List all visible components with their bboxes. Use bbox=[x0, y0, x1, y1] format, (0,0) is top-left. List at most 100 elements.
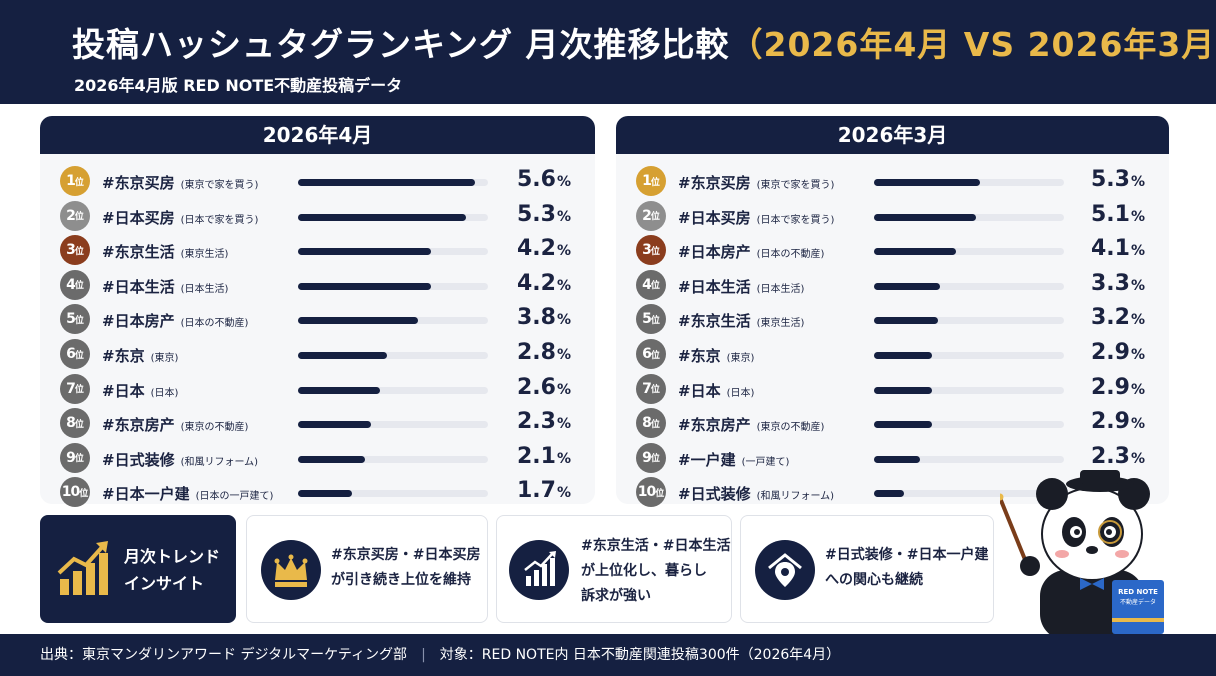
bar-track bbox=[298, 421, 488, 429]
percent-unit: % bbox=[1130, 312, 1145, 329]
hashtag-text: #东京 bbox=[102, 347, 145, 365]
hashtag-note: (日本の一戸建て) bbox=[195, 491, 274, 503]
title-accent: （2026年4月 VS 2026年3月） bbox=[729, 25, 1216, 64]
rank-number: 7 bbox=[66, 380, 76, 397]
hashtag-label: #日式装修 (和風リフォーム) bbox=[678, 483, 834, 504]
hashtag-text: #日本 bbox=[102, 381, 145, 400]
rank-suffix: 位 bbox=[79, 488, 89, 499]
percent-number: 3.8 bbox=[516, 305, 556, 331]
rank-suffix: 位 bbox=[74, 419, 84, 430]
bar-fill bbox=[298, 179, 475, 186]
hashtag-text: #日本 bbox=[678, 381, 721, 400]
rank-number: 3 bbox=[66, 242, 76, 259]
chart-up-icon bbox=[57, 541, 108, 595]
panda-mascot: RED NOTE 不動産データ bbox=[1000, 470, 1164, 634]
percent-unit: % bbox=[556, 485, 571, 502]
insight-text: #东京买房・#日本买房 が引き続き上位を維持 bbox=[331, 543, 480, 593]
hashtag-note: (日本生活) bbox=[180, 283, 229, 295]
rank-number: 5 bbox=[642, 311, 652, 328]
ranking-row: 4 位 #日本生活 (日本生活) 4.2% bbox=[40, 268, 595, 302]
bar-fill bbox=[874, 455, 920, 463]
bar-fill bbox=[298, 317, 418, 325]
hashtag-label: #日本 (日本) bbox=[102, 380, 178, 401]
percent-value: 5.3% bbox=[517, 202, 571, 227]
bar-fill bbox=[298, 352, 387, 359]
ranking-panel-april: 2026年4月 1 位 #东京买房 (東京で家を買う) 5.6% 2 位 #日本买房 (日本で家… bbox=[40, 116, 595, 508]
bar-track bbox=[874, 455, 1064, 463]
rank-suffix: 位 bbox=[650, 212, 660, 223]
ranking-row: 10 位 #日本一户建 (日本の一戸建て) 1.7% bbox=[40, 475, 595, 509]
rank-number: 1 bbox=[66, 173, 76, 189]
rank-number: 9 bbox=[642, 449, 652, 466]
ranking-row: 8 位 #东京房产 (東京の不動産) 2.3% bbox=[40, 406, 595, 440]
hashtag-note: (東京の不動産) bbox=[180, 422, 249, 434]
bar-track bbox=[874, 317, 1064, 325]
hashtag-label: #日本买房 (日本で家を買う) bbox=[678, 207, 834, 228]
rank-suffix: 位 bbox=[650, 177, 660, 188]
bar-track bbox=[298, 317, 488, 325]
percent-value: 2.8% bbox=[517, 340, 571, 365]
rank-number: 10 bbox=[61, 484, 81, 501]
hashtag-label: #日本房产 (日本の不動産) bbox=[678, 241, 824, 262]
page-title: 投稿ハッシュタグランキング 月次推移比較（2026年4月 VS 2026年3月） bbox=[72, 18, 1216, 66]
percent-value: 2.9% bbox=[1091, 409, 1145, 434]
hashtag-label: #日本买房 (日本で家を買う) bbox=[102, 207, 258, 228]
hashtag-label: #日本 (日本) bbox=[678, 380, 754, 401]
percent-number: 4.2 bbox=[516, 236, 556, 262]
rank-suffix: 位 bbox=[650, 350, 660, 361]
percent-value: 2.6% bbox=[517, 375, 571, 400]
title-text: 投稿ハッシュタグランキング 月次推移比較 bbox=[72, 25, 730, 64]
percent-number: 2.1 bbox=[516, 443, 556, 469]
hashtag-note: (日本で家を買う) bbox=[756, 214, 835, 226]
footer-target: 対象：RED NOTE内 日本不動産関連投稿300件（2026年4月） bbox=[439, 647, 841, 663]
hashtag-label: #东京生活 (東京生活) bbox=[678, 310, 804, 331]
percent-number: 5.6 bbox=[516, 167, 556, 192]
bar-fill bbox=[298, 490, 352, 498]
bar-track bbox=[298, 490, 488, 498]
percent-unit: % bbox=[556, 416, 571, 433]
bar-fill bbox=[298, 386, 380, 394]
percent-unit: % bbox=[556, 174, 571, 190]
bar-fill bbox=[874, 213, 976, 221]
bar-fill bbox=[874, 248, 956, 256]
ranking-row: 1 位 #东京买房 (東京で家を買う) 5.3% bbox=[616, 164, 1169, 198]
percent-number: 1.7 bbox=[516, 478, 556, 504]
percent-unit: % bbox=[556, 243, 571, 260]
percent-number: 5.1 bbox=[1090, 201, 1130, 227]
percent-value: 5.6% bbox=[517, 167, 571, 192]
hashtag-note: (日本生活) bbox=[756, 283, 805, 295]
percent-unit: % bbox=[556, 450, 571, 467]
insight-card-buy: #东京买房・#日本买房 が引き続き上位を維持 bbox=[246, 515, 488, 623]
crown-icon bbox=[261, 540, 321, 600]
insight-title: 月次トレンド インサイト bbox=[124, 543, 234, 597]
insight-text: #东京生活・#日本生活 が上位化し、暮らし 訴求が強い bbox=[581, 534, 730, 609]
footer: 出典：東京マンダリンアワード デジタルマーケティング部 | 対象：RED NOTE内… bbox=[0, 634, 1216, 676]
hashtag-text: #东京房产 bbox=[102, 416, 175, 435]
bar-fill bbox=[298, 248, 431, 256]
bar-track bbox=[298, 282, 488, 290]
percent-unit: % bbox=[1130, 381, 1145, 398]
percent-value: 2.9% bbox=[1091, 375, 1145, 400]
hashtag-note: (東京) bbox=[150, 353, 179, 364]
ranking-row: 2 位 #日本买房 (日本で家を買う) 5.3% bbox=[40, 199, 595, 233]
hashtag-note: (東京) bbox=[726, 353, 755, 364]
bar-fill bbox=[874, 490, 904, 498]
percent-unit: % bbox=[556, 347, 571, 363]
bar-fill bbox=[874, 179, 980, 186]
hashtag-text: #日本买房 bbox=[102, 208, 175, 227]
percent-unit: % bbox=[556, 381, 571, 398]
hashtag-note: (日本) bbox=[726, 387, 755, 399]
bar-track bbox=[298, 179, 488, 186]
percent-unit: % bbox=[1130, 174, 1145, 190]
bar-fill bbox=[874, 317, 938, 325]
percent-number: 2.9 bbox=[1090, 409, 1130, 435]
hashtag-note: (一戸建て) bbox=[741, 456, 790, 468]
rank-number: 6 bbox=[66, 346, 76, 362]
rank-suffix: 位 bbox=[74, 385, 84, 396]
